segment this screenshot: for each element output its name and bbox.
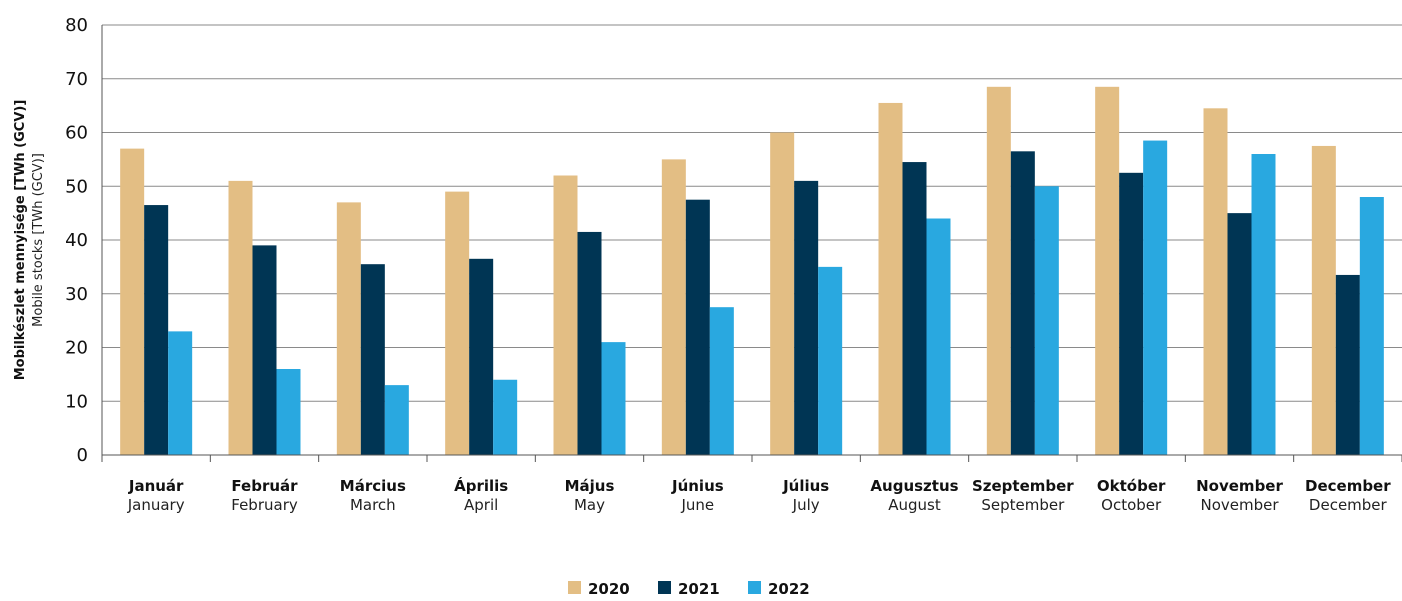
bar-2022-august (926, 218, 951, 455)
x-category-label-en: July (792, 496, 820, 514)
y-tick-label: 40 (65, 230, 88, 251)
x-category-label-hu: Január (128, 477, 184, 495)
bar-2021-march (360, 264, 385, 455)
y-tick-label: 30 (65, 284, 88, 305)
y-tick-label: 50 (65, 176, 88, 197)
legend-swatch-2022 (748, 581, 761, 594)
legend-swatch-2021 (658, 581, 671, 594)
x-category-label-hu: Augusztus (870, 477, 958, 495)
legend: 2020 2021 2022 (568, 580, 810, 598)
bar-2020-april (445, 191, 470, 455)
bar-2020-september (986, 86, 1011, 455)
bar-2020-november (1203, 108, 1228, 455)
bar-2021-december (1335, 274, 1360, 455)
x-category-label-en: May (574, 496, 605, 514)
bar-2021-july (794, 180, 819, 455)
x-category-label-hu: November (1196, 477, 1283, 495)
y-tick-labels: 0 10 20 30 40 50 60 70 80 (65, 15, 88, 466)
y-tick-label: 0 (77, 445, 88, 466)
bar-2022-july (818, 266, 843, 455)
y-axis-label: Mobilkészlet mennyisége [TWh (GCV)] Mobi… (13, 100, 46, 381)
bar-2021-october (1119, 172, 1144, 455)
bar-2020-may (553, 175, 578, 455)
bar-2020-february (228, 180, 253, 455)
x-category-label-hu: Június (671, 477, 724, 495)
bar-2022-february (276, 369, 301, 455)
bar-2020-october (1095, 86, 1120, 455)
x-category-label-hu: Április (454, 476, 508, 495)
legend-label-2020: 2020 (588, 580, 630, 598)
legend-label-2022: 2022 (768, 580, 810, 598)
x-category-label-en: September (981, 496, 1065, 514)
x-category-label-hu: Május (565, 477, 615, 495)
y-tick-label: 20 (65, 338, 88, 359)
bar-2022-september (1034, 186, 1059, 455)
x-category-label-hu: Szeptember (972, 477, 1074, 495)
x-category-label-hu: Február (231, 477, 298, 495)
x-category-label-en: December (1309, 496, 1388, 514)
bar-2022-december (1359, 197, 1384, 455)
bar-2020-december (1311, 145, 1336, 455)
x-category-label-hu: December (1305, 477, 1391, 495)
x-category-label-en: August (888, 496, 941, 514)
x-category-label-hu: Március (340, 477, 406, 495)
bar-2022-november (1251, 154, 1276, 455)
bar-2022-october (1143, 140, 1168, 455)
bar-2021-april (469, 258, 494, 455)
gridlines (102, 24, 1402, 402)
bar-2021-september (1010, 151, 1035, 455)
y-tick-label: 10 (65, 391, 88, 412)
bar-2022-march (384, 385, 409, 455)
bar-2022-may (601, 342, 626, 455)
y-axis-label-secondary: Mobile stocks [TWh (GCV)] (31, 153, 46, 327)
bar-2021-may (577, 231, 602, 455)
bar-2020-january (120, 148, 145, 455)
y-axis-label-primary: Mobilkészlet mennyisége [TWh (GCV)] (13, 100, 28, 381)
bar-2020-june (661, 159, 686, 455)
legend-swatch-2020 (568, 581, 581, 594)
y-tick-label: 80 (65, 15, 88, 36)
bar-2020-august (878, 102, 903, 455)
x-category-label-en: November (1200, 496, 1279, 514)
bar-2021-january (144, 205, 169, 455)
x-category-label-en: March (350, 496, 396, 514)
bar-2022-june (709, 307, 734, 455)
bar-2022-january (168, 331, 193, 455)
bar-2021-june (685, 199, 710, 455)
bar-2021-february (252, 245, 277, 455)
y-tick-label: 60 (65, 123, 88, 144)
x-category-label-en: February (231, 496, 298, 514)
bar-2021-november (1227, 213, 1252, 455)
x-category-label-hu: Október (1097, 477, 1166, 495)
bars (120, 86, 1384, 455)
x-category-label-hu: Július (782, 477, 829, 495)
legend-label-2021: 2021 (678, 580, 720, 598)
y-tick-label: 70 (65, 69, 88, 90)
x-category-label-en: January (127, 496, 185, 514)
bar-2022-april (493, 379, 518, 455)
bar-2021-august (902, 162, 927, 455)
bar-2020-march (336, 202, 361, 455)
axes (101, 25, 1402, 462)
x-category-label-en: October (1101, 496, 1162, 514)
bar-2020-july (770, 132, 795, 455)
x-category-label-en: June (680, 496, 714, 514)
x-category-label-en: April (464, 496, 498, 514)
